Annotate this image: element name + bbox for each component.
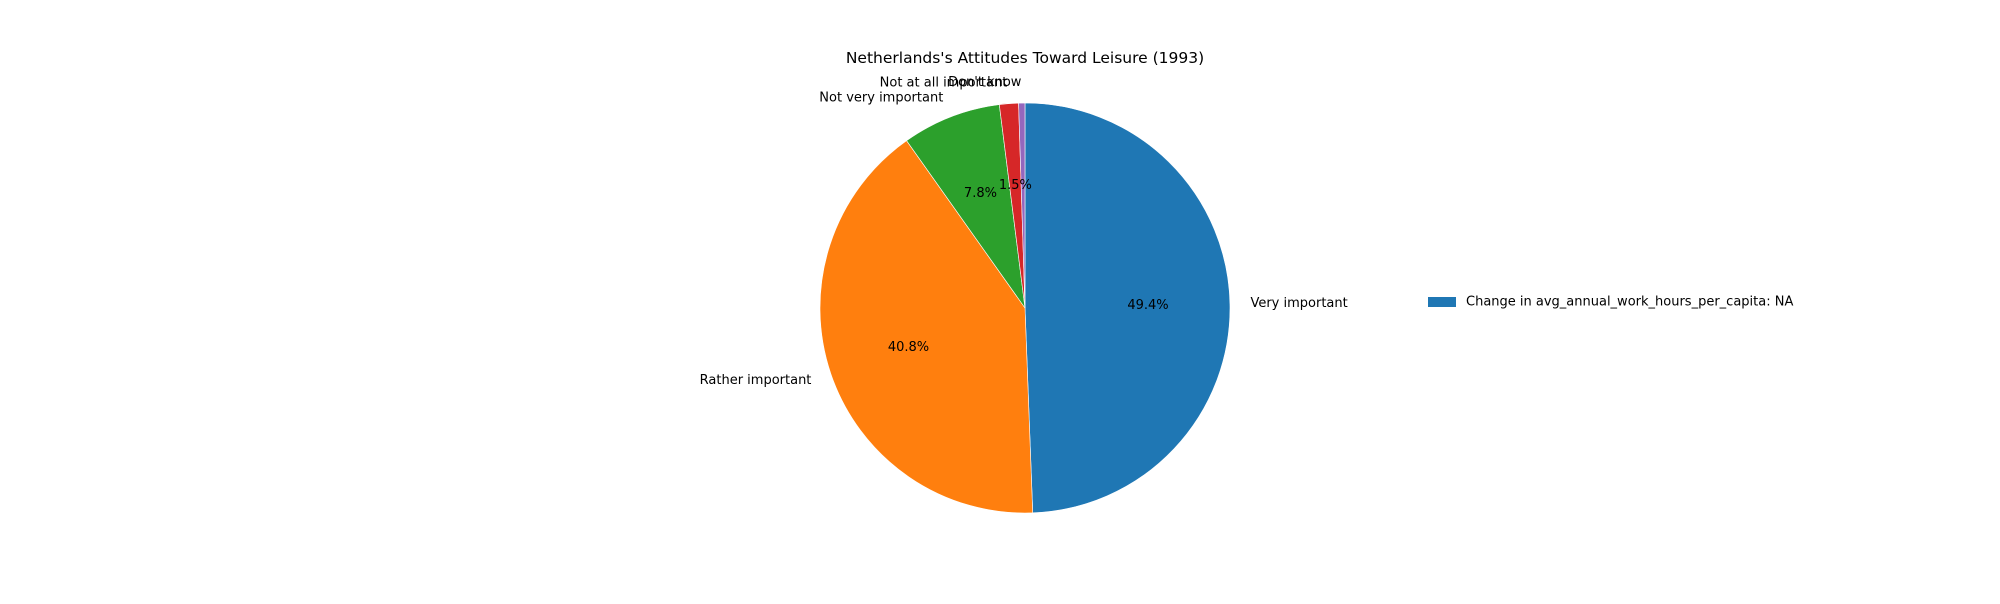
legend-label: Change in avg_annual_work_hours_per_capi… <box>1466 295 1793 310</box>
slice-label-not-very-important: Not very important <box>819 90 943 105</box>
legend-swatch <box>1428 297 1456 307</box>
pie-slice-don-t-know <box>1018 102 1026 309</box>
slice-percent-rather-important: 40.8% <box>888 340 929 355</box>
slice-label-very-important: Very important <box>1250 296 1347 311</box>
pie-slices <box>819 102 1231 514</box>
slice-label-rather-important: Rather important <box>700 373 812 388</box>
pie-slice-not-very-important <box>906 104 1026 309</box>
pie-slice-very-important <box>1024 102 1231 514</box>
pie-labels: Very important 49.4% Rather important 40.8%… <box>700 75 1348 388</box>
slice-percent-not-at-all-important: 1.5% <box>999 178 1032 193</box>
chart-title: Netherlands's Attitudes Toward Leisure (… <box>846 49 1204 67</box>
slice-percent-very-important: 49.4% <box>1127 298 1168 313</box>
slice-percent-not-very-important: 7.8% <box>964 186 997 201</box>
slice-label-don-t-know: Don't know <box>948 75 1022 90</box>
slice-label-not-at-all-important: Not at all important <box>880 76 1008 91</box>
pie-slice-rather-important <box>819 140 1034 514</box>
legend: Change in avg_annual_work_hours_per_capi… <box>1428 295 1793 310</box>
